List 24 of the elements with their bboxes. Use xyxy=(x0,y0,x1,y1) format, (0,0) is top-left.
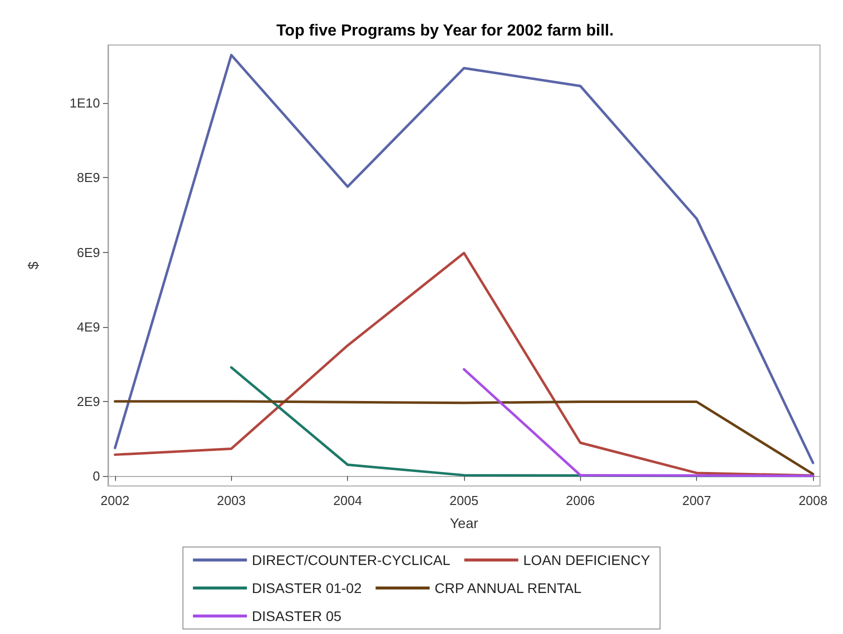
legend-label: LOAN DEFICIENCY xyxy=(523,552,651,568)
legend-label: DISASTER 05 xyxy=(252,608,342,624)
x-tick-label: 2002 xyxy=(100,493,130,508)
y-tick-label: 2E9 xyxy=(76,394,100,409)
y-axis-title: $ xyxy=(25,261,41,270)
x-tick-label: 2004 xyxy=(333,493,362,508)
x-tick-label: 2008 xyxy=(798,493,828,508)
x-tick-label: 2007 xyxy=(682,493,712,508)
x-tick-label: 2003 xyxy=(216,493,246,508)
line-series xyxy=(462,368,814,478)
x-tick-label: 2005 xyxy=(450,493,478,508)
x-tick-label: 2006 xyxy=(566,493,595,508)
legend-label: DIRECT/COUNTER-CYCLICAL xyxy=(252,552,450,568)
legend-label: DISASTER 01-02 xyxy=(252,580,362,596)
legend-label: CRP ANNUAL RENTAL xyxy=(434,580,582,596)
line-series xyxy=(114,54,814,464)
x-axis-title: Year xyxy=(450,515,478,531)
y-tick-label: 6E9 xyxy=(76,244,100,260)
y-tick-label: 8E9 xyxy=(76,170,100,186)
y-tick-label: 1E10 xyxy=(70,96,100,111)
chart-title: Top five Programs by Year for 2002 farm bill. xyxy=(276,22,614,40)
y-tick-label: 0 xyxy=(92,468,100,484)
y-tick-label: 4E9 xyxy=(76,319,100,334)
line-series xyxy=(114,400,814,476)
